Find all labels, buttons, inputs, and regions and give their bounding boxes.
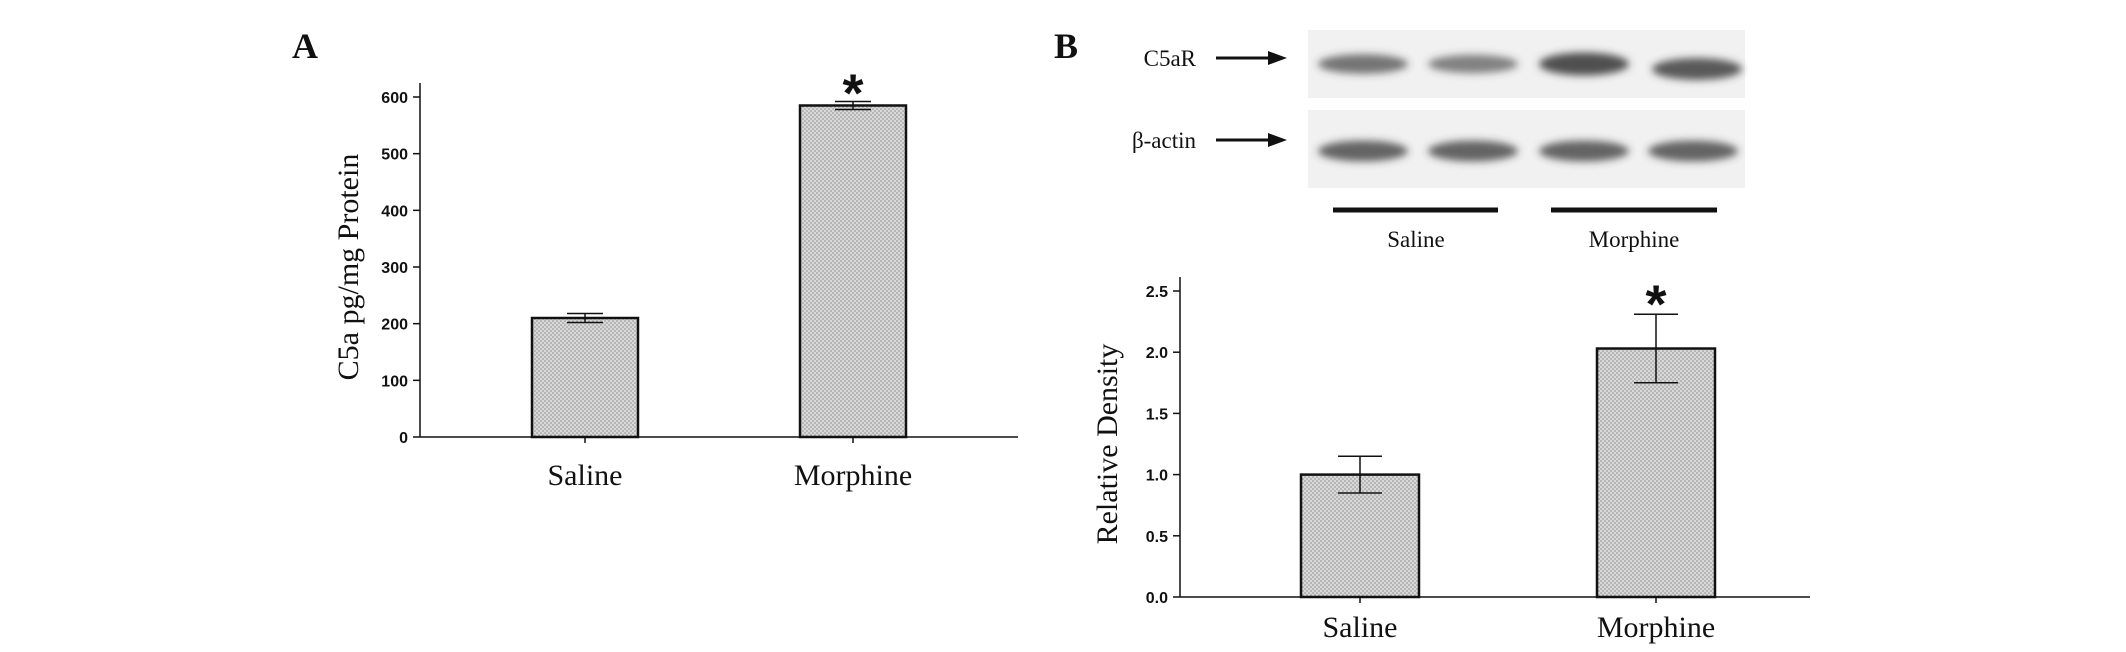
y-tick-label: 1.5 xyxy=(1146,406,1168,423)
y-tick-label: 300 xyxy=(381,260,408,277)
bar-morphine xyxy=(798,104,908,439)
category-label-morphine: Morphine xyxy=(1597,611,1715,644)
blot-row-c5ar: C5aR xyxy=(1144,30,1745,98)
blot-row-label: β-actin xyxy=(1132,128,1197,153)
blot-band xyxy=(1539,140,1629,162)
y-tick-label: 100 xyxy=(381,373,408,390)
chart-a: 0 100 200 300 400 500 600 C5a pg/mg Protein Sali… xyxy=(332,64,1018,492)
blot-group-label-saline: Saline xyxy=(1387,227,1445,252)
panel-b-label: B xyxy=(1054,26,1078,66)
y-tick-label: 200 xyxy=(381,317,408,334)
y-tick-label: 0 xyxy=(399,430,408,447)
y-tick-label: 2.0 xyxy=(1146,345,1168,362)
blot-band xyxy=(1318,140,1408,162)
y-tick-label: 0.0 xyxy=(1146,590,1168,607)
y-tick-label: 0.5 xyxy=(1146,529,1168,546)
blot-group-label-morphine: Morphine xyxy=(1589,227,1680,252)
bar-morphine xyxy=(1595,347,1717,599)
blot-row-label: C5aR xyxy=(1144,46,1197,71)
bar-saline xyxy=(530,316,640,439)
blot-band xyxy=(1428,140,1518,162)
y-tick-label: 400 xyxy=(381,203,408,220)
arrow-right-icon xyxy=(1216,51,1287,65)
category-label-saline: Saline xyxy=(1323,611,1398,644)
blot-band xyxy=(1539,52,1629,76)
y-axis-title: C5a pg/mg Protein xyxy=(332,154,365,381)
panel-a-label: A xyxy=(292,26,318,66)
blot-band xyxy=(1428,54,1518,74)
blot-band xyxy=(1648,140,1738,162)
blot-row-beta-actin: β-actin xyxy=(1132,110,1745,188)
category-label-saline: Saline xyxy=(548,459,623,492)
category-label-morphine: Morphine xyxy=(794,459,912,492)
blot-band xyxy=(1652,58,1742,80)
significance-marker: * xyxy=(842,64,863,124)
y-tick-label: 2.5 xyxy=(1146,284,1168,301)
y-axis-title: Relative Density xyxy=(1091,344,1124,545)
western-blot: C5aR β-actin Saline Morphine xyxy=(1132,30,1745,252)
y-tick-label: 500 xyxy=(381,147,408,164)
blot-band xyxy=(1318,54,1408,74)
y-tick-label: 1.0 xyxy=(1146,468,1168,485)
chart-b: 0.0 0.5 1.0 1.5 2.0 2.5 Relative Density Saline… xyxy=(1091,274,1810,644)
significance-marker: * xyxy=(1645,274,1666,334)
arrow-right-icon xyxy=(1216,133,1287,147)
y-tick-label: 600 xyxy=(381,90,408,107)
